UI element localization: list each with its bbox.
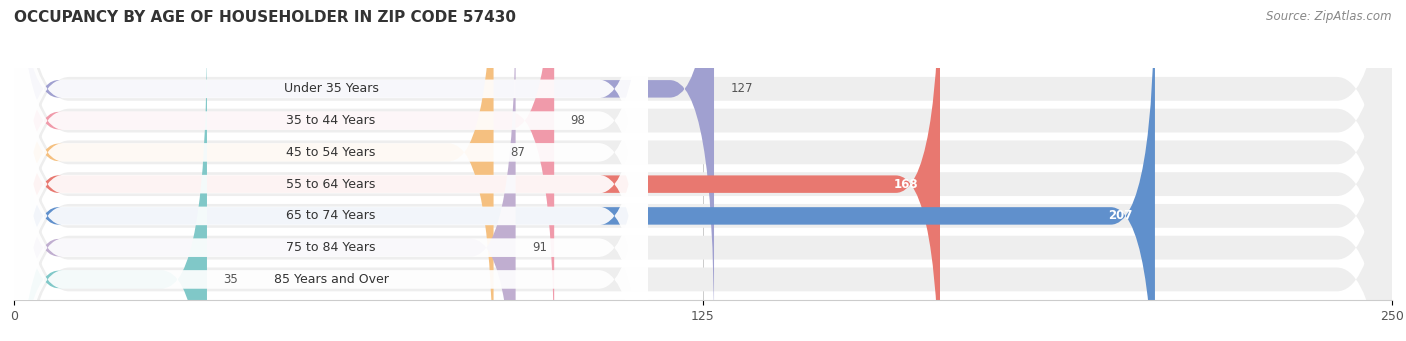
FancyBboxPatch shape [14,2,516,341]
FancyBboxPatch shape [14,34,207,341]
Text: 91: 91 [531,241,547,254]
FancyBboxPatch shape [14,0,648,341]
Text: 98: 98 [571,114,585,127]
Text: 65 to 74 Years: 65 to 74 Years [287,209,375,222]
FancyBboxPatch shape [14,0,1392,341]
Text: 87: 87 [510,146,524,159]
FancyBboxPatch shape [14,0,494,341]
FancyBboxPatch shape [14,0,1154,341]
Text: 55 to 64 Years: 55 to 64 Years [287,178,375,191]
FancyBboxPatch shape [14,0,554,341]
Text: 168: 168 [893,178,918,191]
Text: 127: 127 [731,82,754,95]
FancyBboxPatch shape [14,0,941,341]
Text: 35 to 44 Years: 35 to 44 Years [287,114,375,127]
FancyBboxPatch shape [14,0,648,341]
FancyBboxPatch shape [14,0,648,341]
FancyBboxPatch shape [14,0,714,334]
FancyBboxPatch shape [14,0,1392,341]
Text: 207: 207 [1108,209,1133,222]
FancyBboxPatch shape [14,0,1392,341]
FancyBboxPatch shape [14,3,648,341]
Text: OCCUPANCY BY AGE OF HOUSEHOLDER IN ZIP CODE 57430: OCCUPANCY BY AGE OF HOUSEHOLDER IN ZIP C… [14,10,516,25]
FancyBboxPatch shape [14,0,1392,341]
Text: Under 35 Years: Under 35 Years [284,82,378,95]
Text: 75 to 84 Years: 75 to 84 Years [287,241,375,254]
FancyBboxPatch shape [14,0,1392,341]
FancyBboxPatch shape [14,0,648,341]
Text: 85 Years and Over: 85 Years and Over [274,273,388,286]
FancyBboxPatch shape [14,0,648,341]
FancyBboxPatch shape [14,0,648,341]
FancyBboxPatch shape [14,0,1392,341]
FancyBboxPatch shape [14,0,1392,341]
Text: 45 to 54 Years: 45 to 54 Years [287,146,375,159]
Text: 35: 35 [224,273,238,286]
Text: Source: ZipAtlas.com: Source: ZipAtlas.com [1267,10,1392,23]
